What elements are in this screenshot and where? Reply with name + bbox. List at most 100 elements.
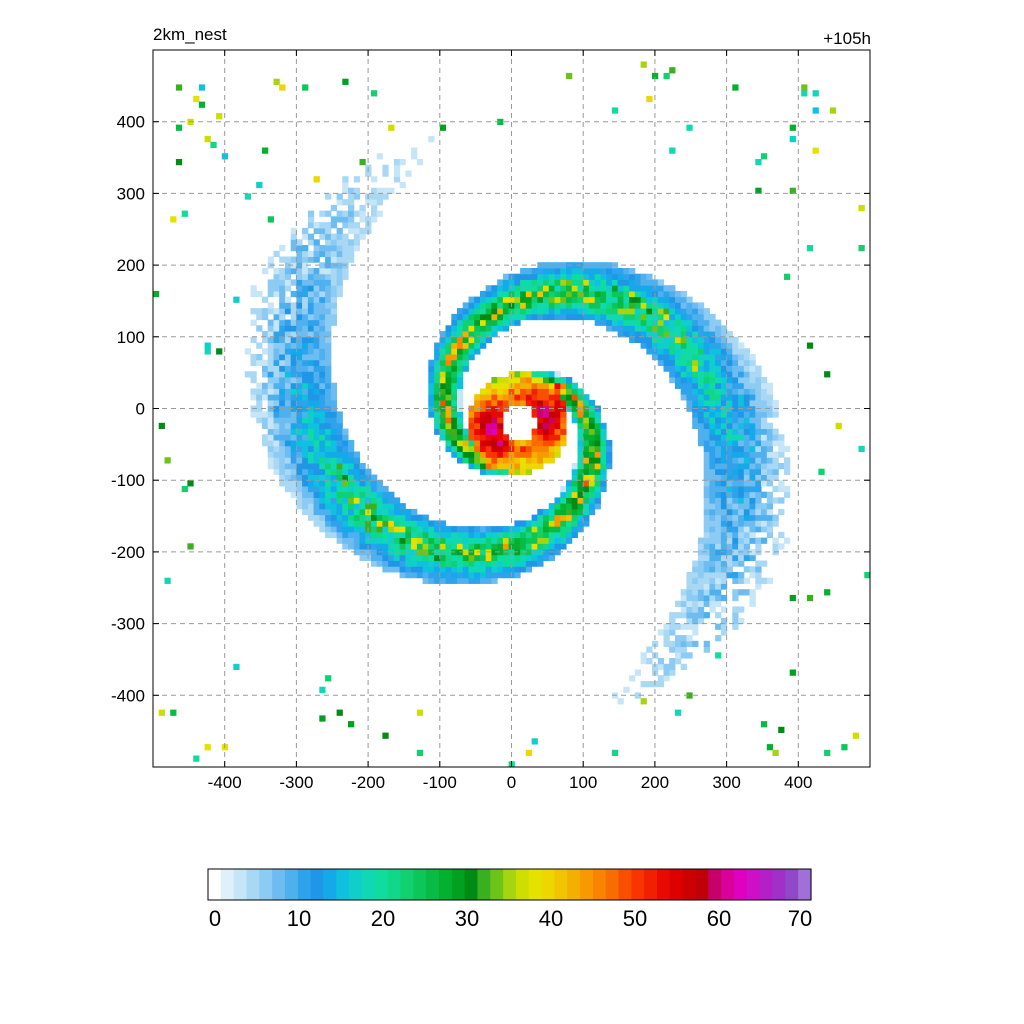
field-cell	[680, 313, 687, 321]
field-cell	[411, 147, 418, 154]
field-cell	[353, 227, 361, 235]
field-cell	[439, 526, 447, 533]
field-cell	[525, 526, 533, 533]
field-cell	[692, 589, 699, 596]
field-cell	[554, 382, 561, 389]
field-cell	[491, 331, 498, 338]
field-cell	[537, 520, 544, 527]
field-cell	[491, 543, 498, 550]
field-cell	[715, 480, 722, 487]
field-cell	[451, 428, 458, 435]
field-cell	[715, 623, 722, 630]
field-cell	[537, 554, 544, 562]
field-cell	[330, 417, 338, 424]
field-cell	[629, 308, 636, 315]
field-cell	[657, 342, 665, 349]
field-cell	[548, 451, 556, 458]
field-cell	[588, 302, 596, 309]
field-cell	[468, 422, 475, 430]
field-cell	[525, 285, 533, 292]
field-cell	[520, 468, 527, 475]
field-cell	[353, 457, 361, 464]
field-cell	[577, 313, 584, 321]
field-cell	[686, 319, 693, 326]
field-cell	[571, 382, 578, 389]
field-cell	[330, 382, 338, 389]
field-cell	[376, 480, 383, 487]
field-cell	[548, 531, 556, 539]
field-cell	[422, 566, 429, 573]
field-cell	[319, 422, 326, 430]
field-cell	[537, 422, 544, 430]
field-cell	[491, 468, 498, 475]
field-cell	[720, 388, 728, 395]
field-cell	[640, 658, 647, 665]
field-cell	[439, 336, 447, 344]
field-cell	[273, 445, 280, 453]
field-cell	[537, 463, 544, 470]
field-cell	[422, 531, 429, 539]
field-cell	[669, 302, 676, 309]
field-cell	[560, 290, 567, 298]
field-cell	[703, 428, 710, 435]
field-cell	[577, 394, 584, 401]
field-cell	[491, 549, 498, 556]
field-cell	[405, 537, 412, 544]
field-cell	[399, 526, 406, 533]
field-cell	[761, 468, 768, 475]
field-cell	[296, 256, 303, 263]
field-cell	[543, 417, 550, 424]
field-cell	[319, 474, 326, 481]
field-cell	[738, 445, 745, 453]
field-cell	[709, 411, 716, 418]
field-cell	[405, 560, 412, 567]
reflectivity-field	[153, 61, 870, 767]
field-cell	[703, 445, 710, 453]
field-cell	[262, 147, 269, 154]
field-cell	[319, 417, 326, 424]
field-cell	[743, 474, 751, 481]
field-cell	[204, 744, 211, 751]
field-cell	[703, 377, 710, 384]
field-cell	[485, 560, 492, 567]
field-cell	[388, 491, 395, 498]
field-cell	[709, 457, 716, 464]
field-cell	[525, 549, 533, 556]
field-cell	[726, 417, 733, 424]
field-cell	[709, 503, 716, 510]
field-cell	[623, 686, 630, 693]
field-cell	[485, 411, 492, 418]
field-cell	[749, 388, 756, 395]
field-cell	[531, 268, 538, 275]
field-cell	[457, 411, 464, 418]
field-cell	[353, 187, 361, 194]
field-cell	[749, 526, 756, 533]
field-cell	[623, 302, 630, 309]
field-cell	[439, 422, 447, 430]
field-cell	[273, 422, 280, 430]
field-cell	[267, 457, 274, 464]
field-cell	[692, 348, 699, 355]
field-cell	[514, 560, 521, 567]
field-cell	[588, 440, 596, 447]
field-cell	[566, 514, 573, 521]
field-cell	[480, 325, 487, 332]
field-cell	[273, 440, 280, 447]
field-cell	[749, 549, 756, 556]
field-cell	[594, 491, 601, 498]
field-cell	[428, 388, 435, 395]
field-cell	[353, 233, 361, 240]
field-cell	[502, 388, 510, 395]
field-cell	[772, 749, 779, 757]
field-cell	[692, 411, 699, 418]
field-cell	[485, 526, 492, 533]
field-cell	[416, 543, 424, 550]
field-cell	[537, 531, 544, 539]
field-cell	[307, 457, 315, 464]
field-cell	[502, 377, 510, 384]
field-cell	[411, 531, 418, 539]
field-cell	[416, 159, 424, 166]
field-cell	[709, 514, 716, 521]
field-cell	[296, 331, 303, 338]
field-cell	[749, 468, 756, 475]
